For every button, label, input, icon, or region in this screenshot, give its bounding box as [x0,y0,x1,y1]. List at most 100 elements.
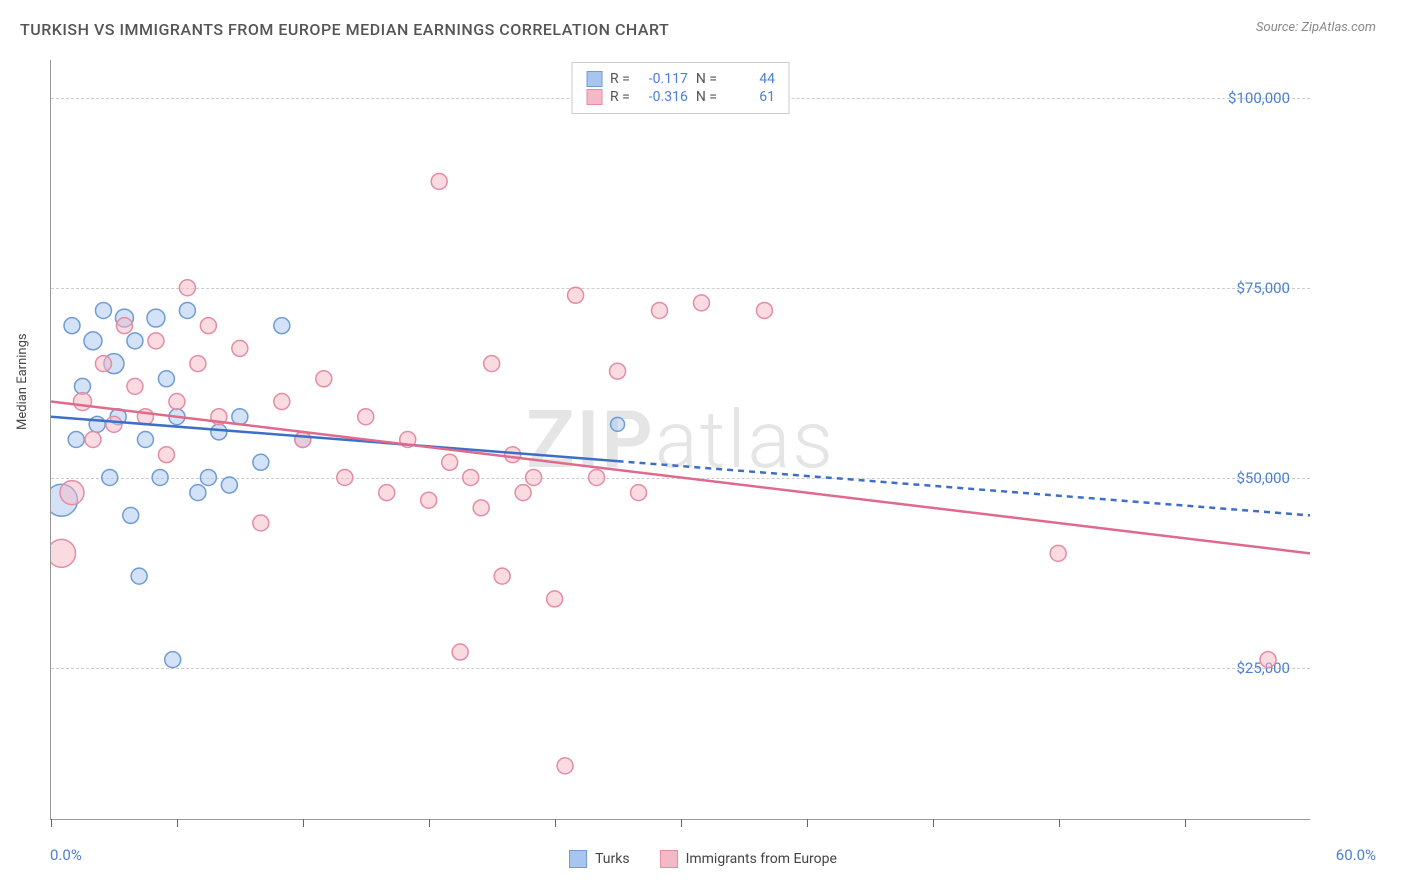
legend-item-immigrants: Immigrants from Europe [660,850,837,868]
scatter-point [253,454,269,470]
chart-plot-area: ZIPatlas R = -0.117 N = 44 R = -0.316 N … [50,60,1310,820]
scatter-point [431,173,447,189]
scatter-point [179,302,195,318]
scatter-point [473,500,489,516]
scatter-svg [51,60,1310,819]
scatter-point [589,469,605,485]
scatter-point [147,309,165,327]
scatter-point [295,432,311,448]
scatter-point [84,332,102,350]
scatter-point [421,492,437,508]
scatter-point [60,481,84,505]
scatter-point [631,485,647,501]
legend-item-turks: Turks [569,850,630,868]
scatter-point [127,333,143,349]
scatter-point [106,416,122,432]
x-tick-mark [303,819,304,827]
scatter-point [756,302,772,318]
scatter-point [515,485,531,501]
stats-row-immigrants: R = -0.316 N = 61 [586,89,775,105]
scatter-point [127,378,143,394]
x-axis-max-label: 60.0% [1336,846,1376,864]
stats-r-immigrants: -0.316 [638,89,688,105]
scatter-point [557,758,573,774]
scatter-point [526,469,542,485]
scatter-point [102,469,118,485]
scatter-point [179,280,195,296]
scatter-point [337,469,353,485]
scatter-point [68,432,84,448]
scatter-point [1260,652,1276,668]
chart-title: TURKISH VS IMMIGRANTS FROM EUROPE MEDIAN… [20,20,669,39]
x-tick-mark [933,819,934,827]
scatter-point [51,539,75,567]
x-axis-min-label: 0.0% [50,846,82,864]
legend-swatch-turks [569,850,587,868]
scatter-point [165,652,181,668]
x-tick-mark [681,819,682,827]
scatter-point [274,318,290,334]
scatter-point [505,447,521,463]
scatter-point [158,371,174,387]
legend-swatch-immigrants [660,850,678,868]
scatter-point [190,485,206,501]
scatter-point [693,295,709,311]
scatter-point [169,394,185,410]
y-axis-label: Median Earnings [15,333,30,430]
scatter-point [494,568,510,584]
trend-line-dashed [618,461,1310,515]
scatter-point [85,432,101,448]
trend-line-solid [51,402,1310,554]
scatter-point [452,644,468,660]
scatter-point [611,417,625,431]
scatter-point [200,318,216,334]
source-label: Source: ZipAtlas.com [1256,20,1376,35]
scatter-point [148,333,164,349]
scatter-point [568,287,584,303]
scatter-point [547,591,563,607]
scatter-point [211,424,227,440]
legend-label-immigrants: Immigrants from Europe [686,851,837,867]
x-tick-mark [51,819,52,827]
x-tick-mark [429,819,430,827]
x-tick-mark [177,819,178,827]
scatter-point [131,568,147,584]
stats-n-label: N = [696,71,717,87]
stats-legend-box: R = -0.117 N = 44 R = -0.316 N = 61 [571,62,790,114]
scatter-point [95,356,111,372]
legend-label-turks: Turks [595,851,630,867]
stats-swatch-turks [586,71,602,87]
scatter-point [64,318,80,334]
bottom-legend: Turks Immigrants from Europe [569,850,837,868]
scatter-point [442,454,458,470]
stats-row-turks: R = -0.117 N = 44 [586,71,775,87]
scatter-point [232,409,248,425]
scatter-point [137,432,153,448]
scatter-point [232,340,248,356]
stats-r-label: R = [610,71,630,87]
scatter-point [158,447,174,463]
scatter-point [610,363,626,379]
scatter-point [358,409,374,425]
scatter-point [316,371,332,387]
stats-n-label: N = [696,89,717,105]
x-tick-mark [1185,819,1186,827]
x-tick-mark [1059,819,1060,827]
scatter-point [221,477,237,493]
scatter-point [190,356,206,372]
scatter-point [152,469,168,485]
stats-swatch-immigrants [586,89,602,105]
scatter-point [200,469,216,485]
scatter-point [463,469,479,485]
scatter-point [379,485,395,501]
stats-r-turks: -0.117 [638,71,688,87]
scatter-point [274,394,290,410]
scatter-point [1050,545,1066,561]
scatter-point [116,318,132,334]
stats-n-immigrants: 61 [725,89,775,105]
x-tick-mark [807,819,808,827]
scatter-point [253,515,269,531]
stats-n-turks: 44 [725,71,775,87]
x-tick-mark [555,819,556,827]
stats-r-label: R = [610,89,630,105]
